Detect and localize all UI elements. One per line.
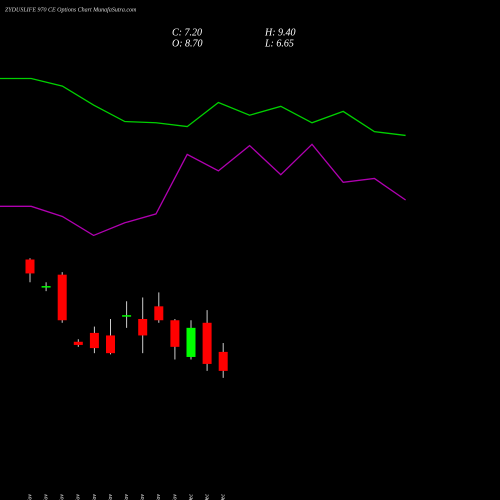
x-tick-label: 21 Nov bbox=[76, 494, 82, 500]
x-tick-label: 03 Dec bbox=[204, 494, 210, 500]
candle-body bbox=[89, 332, 99, 349]
candle-body bbox=[122, 315, 132, 317]
x-tick-label: 19 Nov bbox=[43, 494, 49, 500]
x-tick-label: 27 Nov bbox=[140, 494, 146, 500]
x-tick-label: 02 Dec bbox=[188, 494, 194, 500]
x-tick-label: 28 Nov bbox=[156, 494, 162, 500]
candle-body bbox=[170, 320, 180, 347]
indicator-line bbox=[0, 77, 406, 137]
candle-body bbox=[73, 341, 83, 345]
x-tick-label: 04 Dec bbox=[220, 494, 227, 500]
candle-body bbox=[138, 318, 148, 336]
candle-body bbox=[57, 274, 67, 321]
x-tick-label: 20 Nov bbox=[60, 494, 66, 500]
candle-body bbox=[202, 322, 212, 364]
x-tick-label: 26 Nov bbox=[124, 494, 130, 500]
x-tick-label: 29 Nov bbox=[172, 494, 178, 500]
candle-body bbox=[186, 327, 196, 357]
candle-body bbox=[218, 351, 228, 371]
x-tick-label: 25 Nov bbox=[108, 494, 114, 500]
x-tick-label: 18 Nov bbox=[27, 494, 33, 500]
candle-body bbox=[41, 286, 51, 288]
low-label: L: 6.65 bbox=[264, 38, 294, 49]
close-label: C: 7.20 bbox=[172, 27, 202, 38]
indicator-line bbox=[0, 143, 406, 237]
candle-body bbox=[25, 259, 35, 274]
candle-body bbox=[106, 335, 115, 354]
open-label: O: 8.70 bbox=[172, 38, 203, 49]
x-tick-label: 22 Nov bbox=[92, 494, 98, 500]
high-label: H: 9.40 bbox=[264, 27, 296, 38]
chart-title: ZYDUSLIFE 970 CE Options Chart MunafaSut… bbox=[5, 6, 137, 13]
candle-body bbox=[154, 306, 164, 321]
